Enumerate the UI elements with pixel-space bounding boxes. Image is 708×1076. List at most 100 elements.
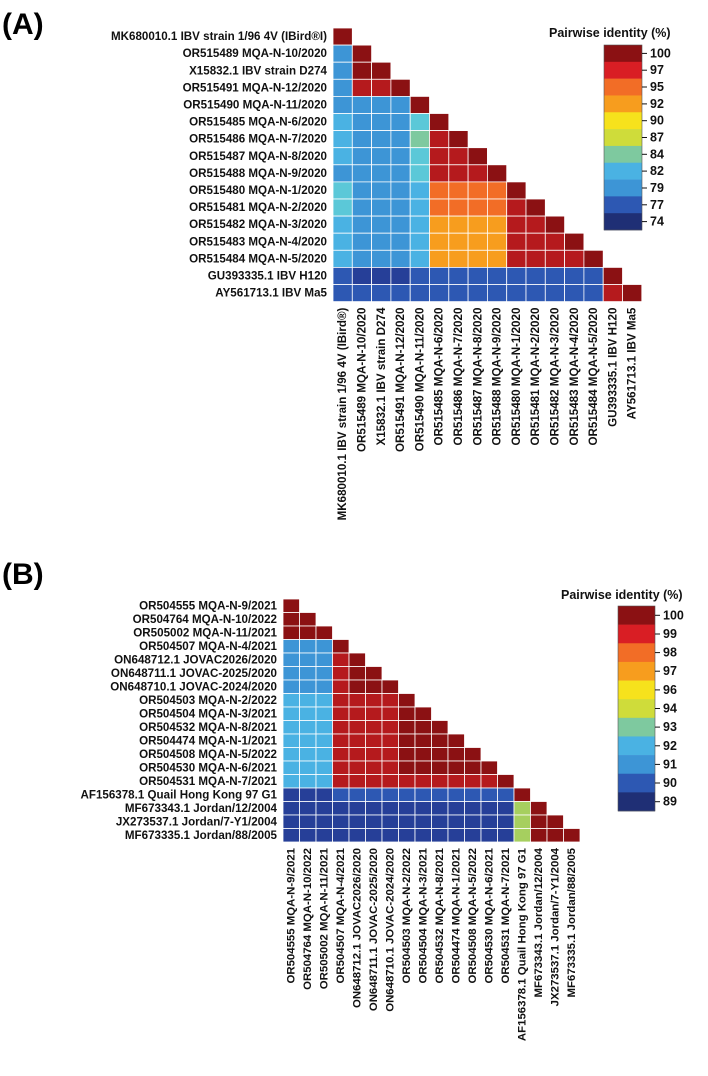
heatmap-cell-a-3-1 xyxy=(351,78,372,97)
heatmap-cell-b-11-10 xyxy=(447,747,465,762)
legend-block-a-5 xyxy=(604,129,642,147)
heatmap-cell-a-7-1 xyxy=(351,147,372,166)
heatmap-cell-b-9-2 xyxy=(315,720,333,735)
heatmap-cell-a-12-7 xyxy=(467,232,488,251)
heatmap-cell-b-10-7 xyxy=(398,733,416,748)
row-label-b-10: OR504474 MQA-N-1/2021 xyxy=(139,734,277,747)
heatmap-cell-a-11-3 xyxy=(390,215,411,234)
col-label-a-10: OR515481 MQA-N-2/2020 xyxy=(529,308,542,446)
heatmap-cell-b-9-6 xyxy=(381,720,399,735)
heatmap-cell-a-13-3 xyxy=(390,249,411,268)
heatmap-cell-b-12-7 xyxy=(398,760,416,775)
legend-tick-label-b-2: 98 xyxy=(663,646,677,660)
heatmap-cell-b-8-2 xyxy=(315,706,333,721)
heatmap-cell-a-8-4 xyxy=(409,164,430,183)
heatmap-cell-a-12-12 xyxy=(564,232,585,251)
legend-block-b-4 xyxy=(618,680,655,700)
row-label-b-17: MF673335.1 Jordan/88/2005 xyxy=(125,829,278,842)
legend-tick-label-a-1: 97 xyxy=(650,63,664,77)
legend-block-b-8 xyxy=(618,755,655,775)
heatmap-cell-b-17-15 xyxy=(530,828,548,843)
heatmap-cell-a-14-5 xyxy=(429,266,450,285)
heatmap-cell-a-11-2 xyxy=(371,215,392,234)
heatmap-cell-a-6-3 xyxy=(390,130,411,149)
legend-block-b-1 xyxy=(618,624,655,644)
heatmap-cell-b-7-6 xyxy=(381,693,399,708)
heatmap-cell-a-10-8 xyxy=(486,198,508,217)
heatmap-cell-a-5-1 xyxy=(351,113,372,132)
heatmap-cell-a-15-0 xyxy=(332,284,353,303)
col-label-a-9: OR515480 MQA-N-1/2020 xyxy=(510,308,523,446)
heatmap-cell-b-13-13 xyxy=(497,774,515,789)
heatmap-cell-b-15-6 xyxy=(381,801,399,816)
heatmap-cell-a-14-7 xyxy=(467,266,488,285)
row-label-b-4: ON648712.1 JOVAC2026/2020 xyxy=(114,653,277,666)
heatmap-cell-b-7-7 xyxy=(398,693,416,708)
heatmap-cell-b-5-4 xyxy=(348,666,366,681)
heatmap-cell-a-6-2 xyxy=(371,130,392,149)
col-label-a-14: GU393335.1 IBV H120 xyxy=(606,308,619,427)
row-label-b-14: AF156378.1 Quail Hong Kong 97 G1 xyxy=(80,788,277,801)
heatmap-cell-b-11-8 xyxy=(414,747,432,762)
heatmap-cell-a-6-0 xyxy=(332,130,353,149)
heatmap-cell-b-10-4 xyxy=(348,733,366,748)
heatmap-cell-b-8-1 xyxy=(299,706,317,721)
row-label-a-12: OR515483 MQA-N-4/2020 xyxy=(189,235,327,248)
heatmap-cell-a-9-2 xyxy=(371,181,392,200)
heatmap-cell-a-12-5 xyxy=(429,232,450,251)
heatmap-cell-a-14-13 xyxy=(583,266,604,285)
heatmap-cell-b-14-4 xyxy=(348,787,366,802)
heatmap-cell-b-7-3 xyxy=(332,693,350,708)
heatmap-cell-b-16-2 xyxy=(315,814,333,829)
heatmap-cell-b-9-1 xyxy=(299,720,317,735)
heatmap-cell-a-15-11 xyxy=(544,284,565,303)
heatmap-cell-a-10-3 xyxy=(390,198,411,217)
heatmap-cell-a-7-6 xyxy=(448,147,469,166)
heatmap-cell-a-11-5 xyxy=(429,215,450,234)
heatmap-cell-a-11-4 xyxy=(409,215,430,234)
heatmap-cell-a-13-4 xyxy=(409,249,430,268)
heatmap-cell-b-14-13 xyxy=(497,787,515,802)
heatmap-cell-b-13-5 xyxy=(365,774,383,789)
legend-block-a-4 xyxy=(604,112,642,130)
col-label-a-2: X15832.1 IBV strain D274 xyxy=(375,307,388,445)
heatmap-cell-b-10-6 xyxy=(381,733,399,748)
heatmap-cell-a-14-14 xyxy=(602,266,623,285)
heatmap-cell-b-17-8 xyxy=(414,828,432,843)
heatmap-cell-b-3-3 xyxy=(332,639,350,654)
legend-tick-label-a-0: 100 xyxy=(650,46,671,60)
heatmap-cell-a-4-1 xyxy=(351,96,372,114)
heatmap-cell-b-17-10 xyxy=(447,828,465,843)
heatmap-cell-b-16-0 xyxy=(282,814,300,829)
heatmap-cell-a-9-6 xyxy=(448,181,469,200)
heatmap-cell-a-10-1 xyxy=(351,198,372,217)
heatmap-cell-a-5-5 xyxy=(429,113,450,132)
heatmap-cell-b-17-14 xyxy=(513,828,531,843)
heatmap-cell-b-10-5 xyxy=(365,733,383,748)
heatmap-cell-a-2-1 xyxy=(351,61,372,80)
col-label-a-8: OR515488 MQA-N-9/2020 xyxy=(491,308,504,446)
heatmap-cell-b-16-11 xyxy=(464,814,482,829)
heatmap-cell-a-14-9 xyxy=(506,266,527,285)
heatmap-cell-a-9-5 xyxy=(429,181,450,200)
heatmap-cell-b-14-9 xyxy=(431,787,449,802)
col-label-a-7: OR515487 MQA-N-8/2020 xyxy=(471,308,484,446)
heatmap-cell-a-14-6 xyxy=(448,266,469,285)
heatmap-cell-b-6-1 xyxy=(299,679,317,694)
heatmap-cell-a-15-13 xyxy=(583,284,604,303)
heatmap-cell-b-11-7 xyxy=(398,747,416,762)
heatmap-cell-a-4-0 xyxy=(332,96,353,114)
legend-tick-label-a-7: 82 xyxy=(650,164,664,178)
heatmap-cell-a-14-8 xyxy=(486,266,508,285)
legend-block-b-5 xyxy=(618,699,655,719)
heatmap-cell-a-15-6 xyxy=(448,284,469,303)
heatmap-cell-b-13-11 xyxy=(464,774,482,789)
col-label-b-4: ON648712.1 JOVAC2026/2020 xyxy=(351,848,363,1008)
heatmap-cell-b-16-6 xyxy=(381,814,399,829)
heatmap-cell-a-8-5 xyxy=(429,164,450,183)
row-label-a-4: OR515490 MQA-N-11/2020 xyxy=(183,99,327,112)
heatmap-cell-b-5-1 xyxy=(299,666,317,681)
panel-a-row-labels: MK680010.1 IBV strain 1/96 4V (IBird®I) O… xyxy=(111,30,328,300)
